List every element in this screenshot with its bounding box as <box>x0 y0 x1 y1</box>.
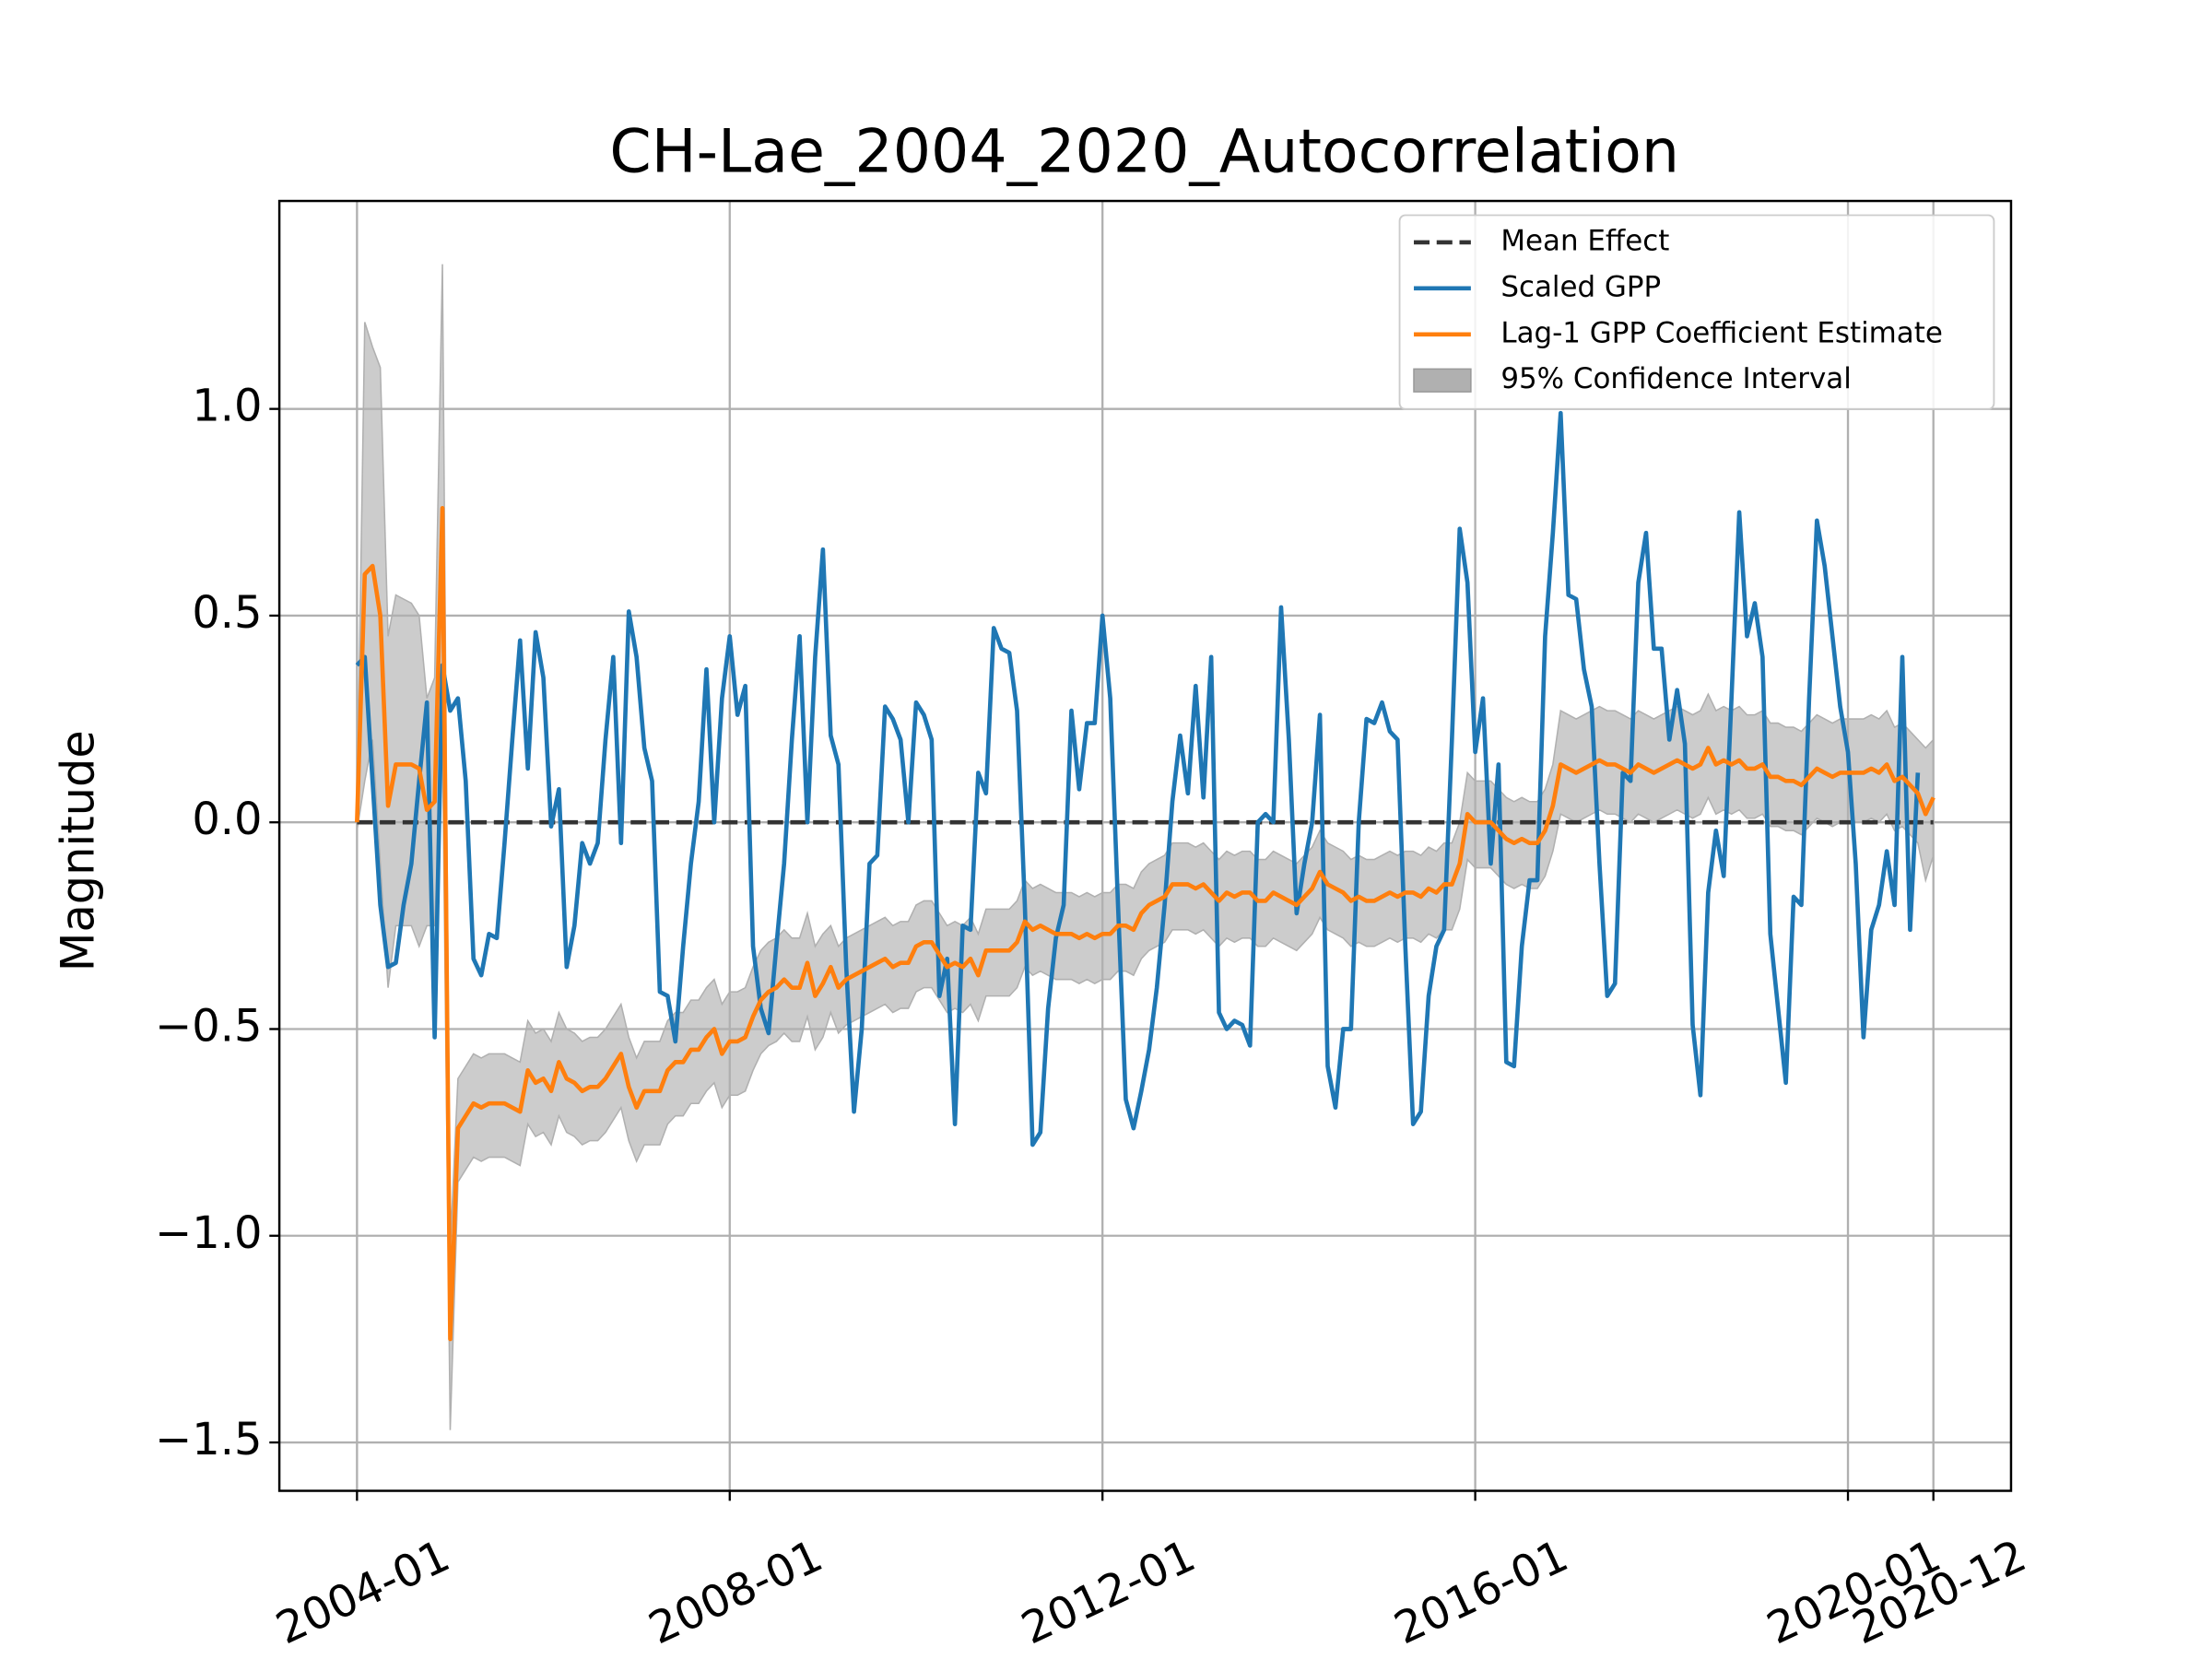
y-tick-label: −1.5 <box>155 1415 262 1465</box>
legend-swatch <box>1413 368 1472 393</box>
y-tick-label: −0.5 <box>155 1001 262 1052</box>
y-tick-label: 0.0 <box>192 794 262 845</box>
plot-area <box>355 264 1936 1430</box>
confidence-band <box>356 264 1935 1430</box>
series-line <box>355 506 1936 1342</box>
legend-label: Mean Effect <box>1500 224 1669 257</box>
y-axis-label: Magnitude <box>52 730 105 971</box>
legend-label: Scaled GPP <box>1500 270 1661 303</box>
y-tick-label: −1.0 <box>155 1208 262 1259</box>
axes-frame <box>277 199 2013 1492</box>
y-tick-label: 1.0 <box>192 382 262 432</box>
legend-label: Lag-1 GPP Coefficient Estimate <box>1500 316 1943 349</box>
y-tick-label: 0.5 <box>192 588 262 639</box>
chart-title: CH-Lae_2004_2020_Autocorrelation <box>609 118 1679 187</box>
series-line <box>355 410 1921 1147</box>
legend-label: 95% Confidence Interval <box>1500 362 1851 395</box>
legend-box <box>1398 214 1995 410</box>
